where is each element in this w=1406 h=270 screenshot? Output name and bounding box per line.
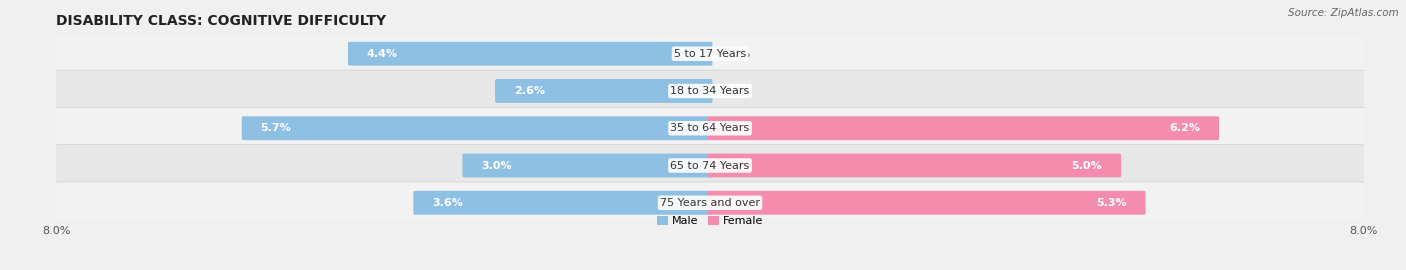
FancyBboxPatch shape xyxy=(53,145,1367,186)
Text: 6.2%: 6.2% xyxy=(1170,123,1201,133)
Text: 5.7%: 5.7% xyxy=(260,123,291,133)
FancyBboxPatch shape xyxy=(53,70,1367,112)
FancyBboxPatch shape xyxy=(495,79,713,103)
Text: 5 to 17 Years: 5 to 17 Years xyxy=(673,49,747,59)
FancyBboxPatch shape xyxy=(242,116,713,140)
FancyBboxPatch shape xyxy=(707,191,1146,215)
Text: 3.6%: 3.6% xyxy=(432,198,463,208)
FancyBboxPatch shape xyxy=(707,116,1219,140)
Text: 35 to 64 Years: 35 to 64 Years xyxy=(671,123,749,133)
FancyBboxPatch shape xyxy=(53,182,1367,224)
Text: Source: ZipAtlas.com: Source: ZipAtlas.com xyxy=(1288,8,1399,18)
FancyBboxPatch shape xyxy=(707,154,1121,177)
Text: 2.6%: 2.6% xyxy=(515,86,546,96)
Text: 3.0%: 3.0% xyxy=(481,160,512,171)
Text: 65 to 74 Years: 65 to 74 Years xyxy=(671,160,749,171)
Legend: Male, Female: Male, Female xyxy=(652,211,768,231)
Text: 5.0%: 5.0% xyxy=(1071,160,1102,171)
FancyBboxPatch shape xyxy=(413,191,713,215)
Text: 5.3%: 5.3% xyxy=(1097,198,1126,208)
FancyBboxPatch shape xyxy=(463,154,713,177)
Text: DISABILITY CLASS: COGNITIVE DIFFICULTY: DISABILITY CLASS: COGNITIVE DIFFICULTY xyxy=(56,14,387,28)
Text: 75 Years and over: 75 Years and over xyxy=(659,198,761,208)
Text: 0.0%: 0.0% xyxy=(723,49,751,59)
Text: 18 to 34 Years: 18 to 34 Years xyxy=(671,86,749,96)
Text: 4.4%: 4.4% xyxy=(367,49,398,59)
FancyBboxPatch shape xyxy=(349,42,713,66)
FancyBboxPatch shape xyxy=(53,107,1367,149)
FancyBboxPatch shape xyxy=(53,33,1367,75)
Text: 0.0%: 0.0% xyxy=(723,86,751,96)
